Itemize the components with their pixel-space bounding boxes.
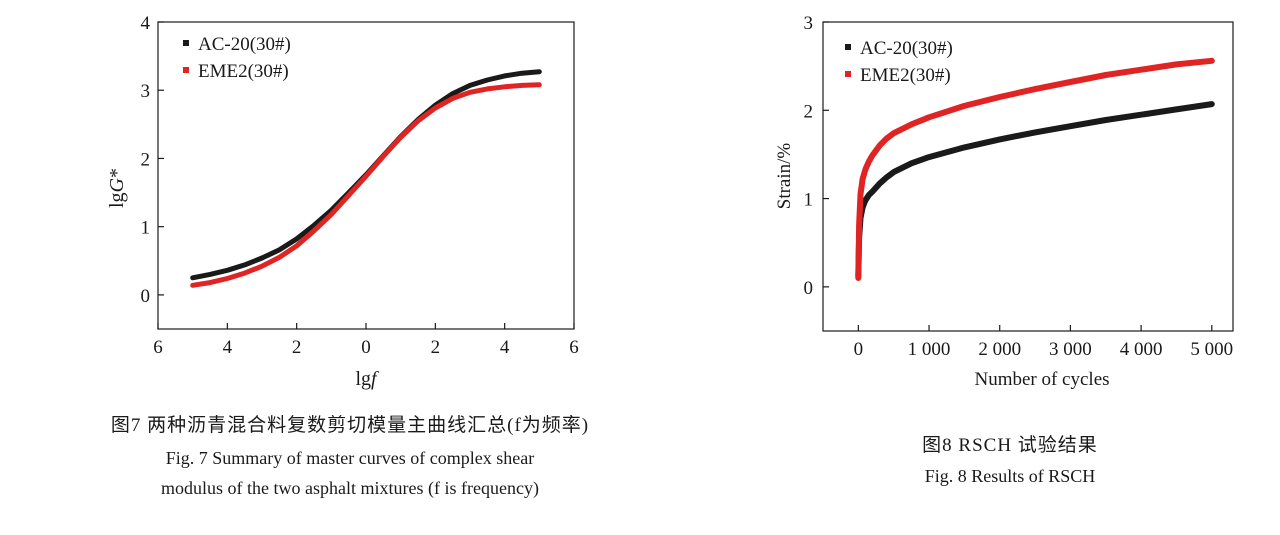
fig8-legend-marker-ac20: [845, 44, 851, 50]
fig7-legend: AC-20(30#) EME2(30#): [183, 34, 291, 82]
fig8-caption: 图8 RSCH 试验结果 Fig. 8 Results of RSCH: [825, 430, 1195, 491]
fig7-x-tick-label: 2: [431, 337, 441, 358]
fig7-legend-marker-eme2: [183, 67, 189, 73]
fig8-caption-en: Fig. 8 Results of RSCH: [924, 466, 1096, 486]
fig8-legend-label-ac20: AC-20(30#): [860, 38, 953, 59]
fig7-x-tick-label: 6: [569, 337, 579, 358]
fig8-x-axis-label: Number of cycles: [974, 369, 1109, 390]
fig8-x-tick-label: 0: [854, 339, 864, 360]
fig7-y-tick-label: 4: [141, 13, 151, 34]
fig8-x-tick-label: 2 000: [978, 339, 1021, 360]
fig8-series-group: [855, 57, 1215, 281]
fig7-series-group: [190, 69, 542, 288]
fig7-caption-cn: 图7 两种沥青混合料复数剪切模量主曲线汇总(f为频率): [110, 415, 590, 436]
fig8-chart: 0 1 000 2 000 3 000 4 000 5 000 0 1 2 3 Number o…: [774, 13, 1234, 390]
fig8-y-tick-label: 1: [804, 190, 814, 211]
fig7-x-tick-label: 0: [361, 337, 371, 358]
fig7-x-tick-label: 4: [223, 337, 233, 358]
fig7-y-axis-label: lgG*: [106, 168, 128, 208]
fig8-y-tick-label: 3: [804, 13, 814, 34]
fig8-y-tick-label: 2: [804, 101, 814, 122]
fig8-legend-label-eme2: EME2(30#): [860, 65, 951, 86]
fig8-legend-marker-eme2: [845, 71, 851, 77]
fig7-legend-label-eme2: EME2(30#): [198, 61, 289, 82]
fig8-y-axis-label: Strain/%: [774, 143, 795, 210]
fig7-legend-label-ac20: AC-20(30#): [198, 34, 291, 55]
fig7-x-tick-label: 6: [153, 337, 163, 358]
fig8-x-ticks: 0 1 000 2 000 3 000 4 000 5 000: [854, 325, 1233, 360]
fig8-x-tick-label: 1 000: [908, 339, 951, 360]
fig7-x-tick-label: 2: [292, 337, 302, 358]
fig7-y-tick-label: 0: [141, 286, 151, 307]
fig7-caption-en-line1: Fig. 7 Summary of master curves of compl…: [165, 448, 535, 468]
fig8-caption-cn: 图8 RSCH 试验结果: [922, 435, 1098, 456]
fig7-x-tick-label: 4: [500, 337, 510, 358]
fig7-caption: 图7 两种沥青混合料复数剪切模量主曲线汇总(f为频率) Fig. 7 Summa…: [0, 410, 700, 503]
fig8-series-ac20-line: [855, 101, 1215, 280]
fig8-x-tick-label: 4 000: [1120, 339, 1163, 360]
fig8-plot-frame: [822, 21, 1234, 332]
fig7-y-tick-label: 2: [141, 149, 151, 170]
fig7-y-ticks: 0 1 2 3 4: [141, 13, 164, 307]
fig7-x-ticks: 6 4 2 0 2 4 6: [153, 323, 579, 358]
fig7-chart: 6 4 2 0 2 4 6 0 1 2 3 4 lgf lgG* AC-20(30#) EME2(3…: [106, 13, 579, 390]
fig8-x-tick-label: 3 000: [1049, 339, 1092, 360]
fig7-y-tick-label: 1: [141, 218, 151, 239]
fig7-x-axis-label: lgf: [355, 368, 379, 390]
fig8-x-tick-label: 5 000: [1190, 339, 1233, 360]
fig7-caption-en-line2: modulus of the two asphalt mixtures (f i…: [161, 478, 539, 498]
fig7-series-eme2-line: [190, 82, 542, 288]
fig7-y-tick-label: 3: [141, 81, 151, 102]
fig8-y-tick-label: 0: [804, 278, 814, 299]
fig8-legend: AC-20(30#) EME2(30#): [845, 38, 953, 86]
fig7-legend-marker-ac20: [183, 40, 189, 46]
fig8-y-ticks: 0 1 2 3: [804, 13, 829, 299]
fig8-series-eme2-line: [855, 57, 1215, 281]
